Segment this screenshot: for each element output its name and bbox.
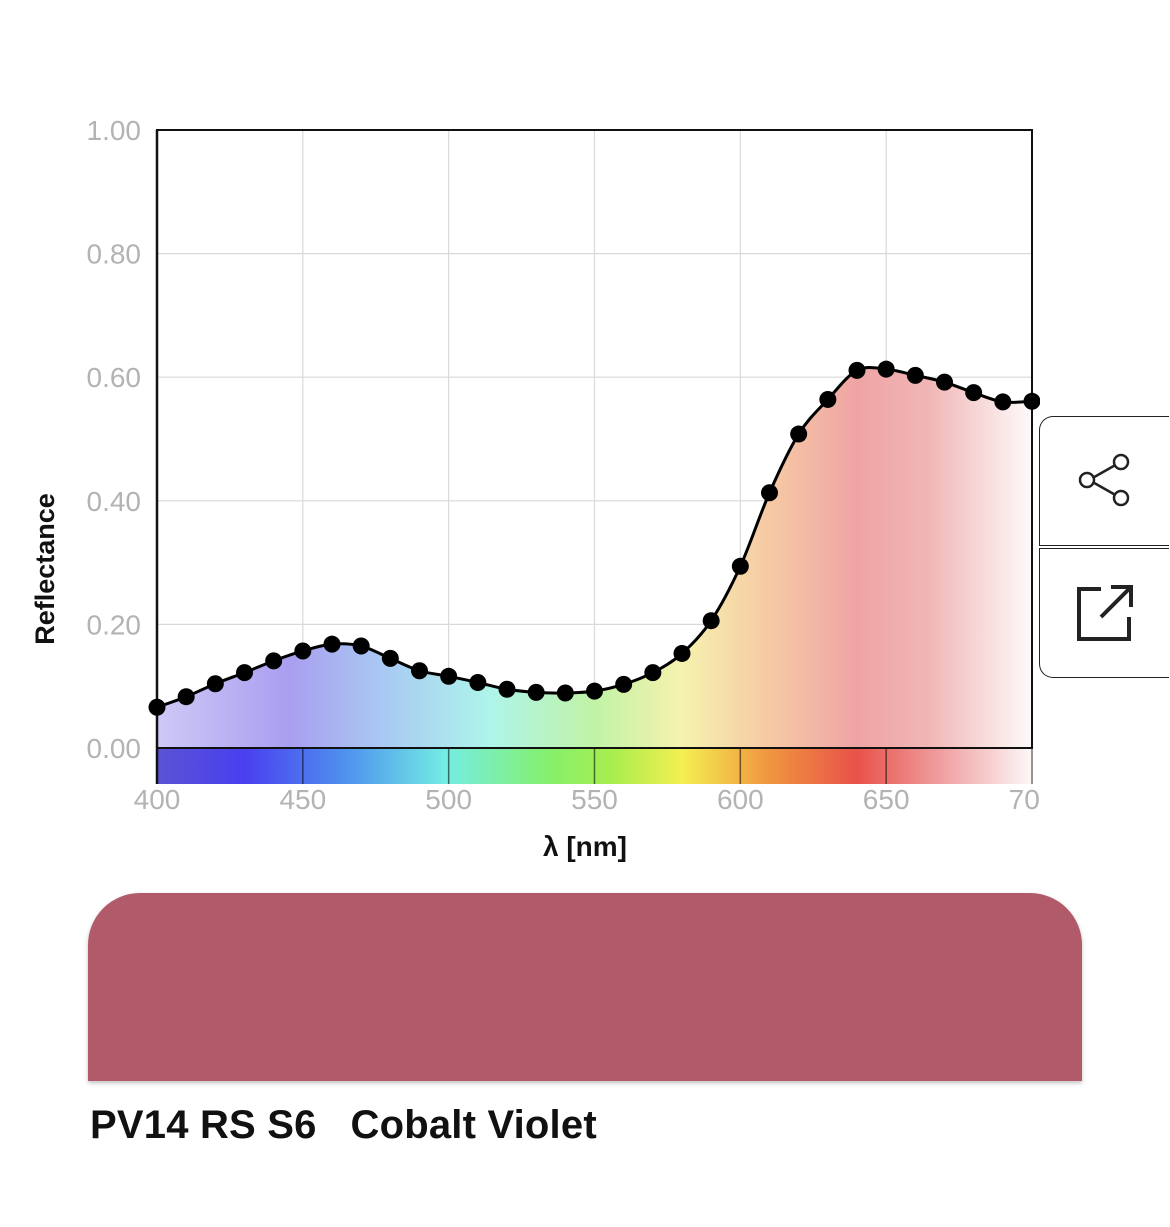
data-point (236, 664, 253, 682)
plot-frame (156, 129, 1033, 749)
data-point (294, 642, 312, 660)
data-point (352, 637, 370, 655)
x-axis-label: λ [nm] (543, 831, 627, 862)
external-link-icon (1076, 585, 1133, 641)
data-point (906, 366, 924, 384)
data-point (994, 393, 1012, 411)
data-point (1023, 392, 1040, 410)
data-point (411, 662, 428, 680)
data-point (731, 557, 749, 575)
data-point (761, 484, 778, 502)
data-point (848, 361, 866, 379)
x-tick-label: 500 (425, 784, 472, 815)
x-tick-label: 700 (1009, 784, 1040, 815)
data-point (819, 390, 837, 408)
color-swatch (88, 893, 1082, 1081)
data-point (644, 664, 662, 682)
data-point (469, 673, 487, 691)
data-point (323, 635, 341, 653)
reflectance-points (148, 360, 1040, 716)
data-point (877, 360, 895, 378)
x-tick-labels: 400 450 500 550 600 650 700 (134, 784, 1040, 815)
data-point (527, 683, 545, 701)
data-point (265, 652, 283, 670)
y-tick-label: 0.40 (87, 486, 142, 517)
data-point (702, 612, 720, 630)
share-button[interactable] (1039, 416, 1169, 546)
x-tick-label: 450 (279, 784, 326, 815)
data-point (965, 384, 983, 402)
data-point (498, 680, 516, 698)
data-point (673, 644, 691, 662)
open-external-button[interactable] (1039, 548, 1169, 678)
data-point (936, 373, 953, 391)
data-point (556, 684, 574, 702)
y-tick-label: 0.80 (87, 239, 142, 270)
y-axis-label: Reflectance (30, 493, 60, 645)
reflectance-chart: 0.00 0.20 0.40 0.60 0.80 1.00 400 450 500 550 600… (30, 115, 1040, 862)
data-point (615, 675, 633, 693)
y-tick-labels: 0.00 0.20 0.40 0.60 0.80 1.00 (87, 115, 142, 764)
share-icon (1078, 453, 1129, 507)
data-point (177, 688, 195, 706)
pigment-title: PV14 RS S6 Cobalt Violet (90, 1103, 597, 1147)
data-point (148, 698, 166, 716)
data-point (586, 682, 603, 700)
data-point (790, 425, 808, 443)
x-tick-label: 650 (863, 784, 910, 815)
y-tick-label: 0.60 (87, 362, 142, 393)
x-tick-label: 600 (717, 784, 764, 815)
x-tick-label: 400 (134, 784, 181, 815)
y-tick-label: 0.00 (87, 733, 142, 764)
data-point (381, 649, 399, 667)
data-point (440, 667, 458, 685)
x-tick-label: 550 (571, 784, 618, 815)
y-tick-label: 0.20 (87, 609, 142, 640)
y-tick-label: 1.00 (87, 115, 142, 146)
data-point (206, 675, 224, 693)
